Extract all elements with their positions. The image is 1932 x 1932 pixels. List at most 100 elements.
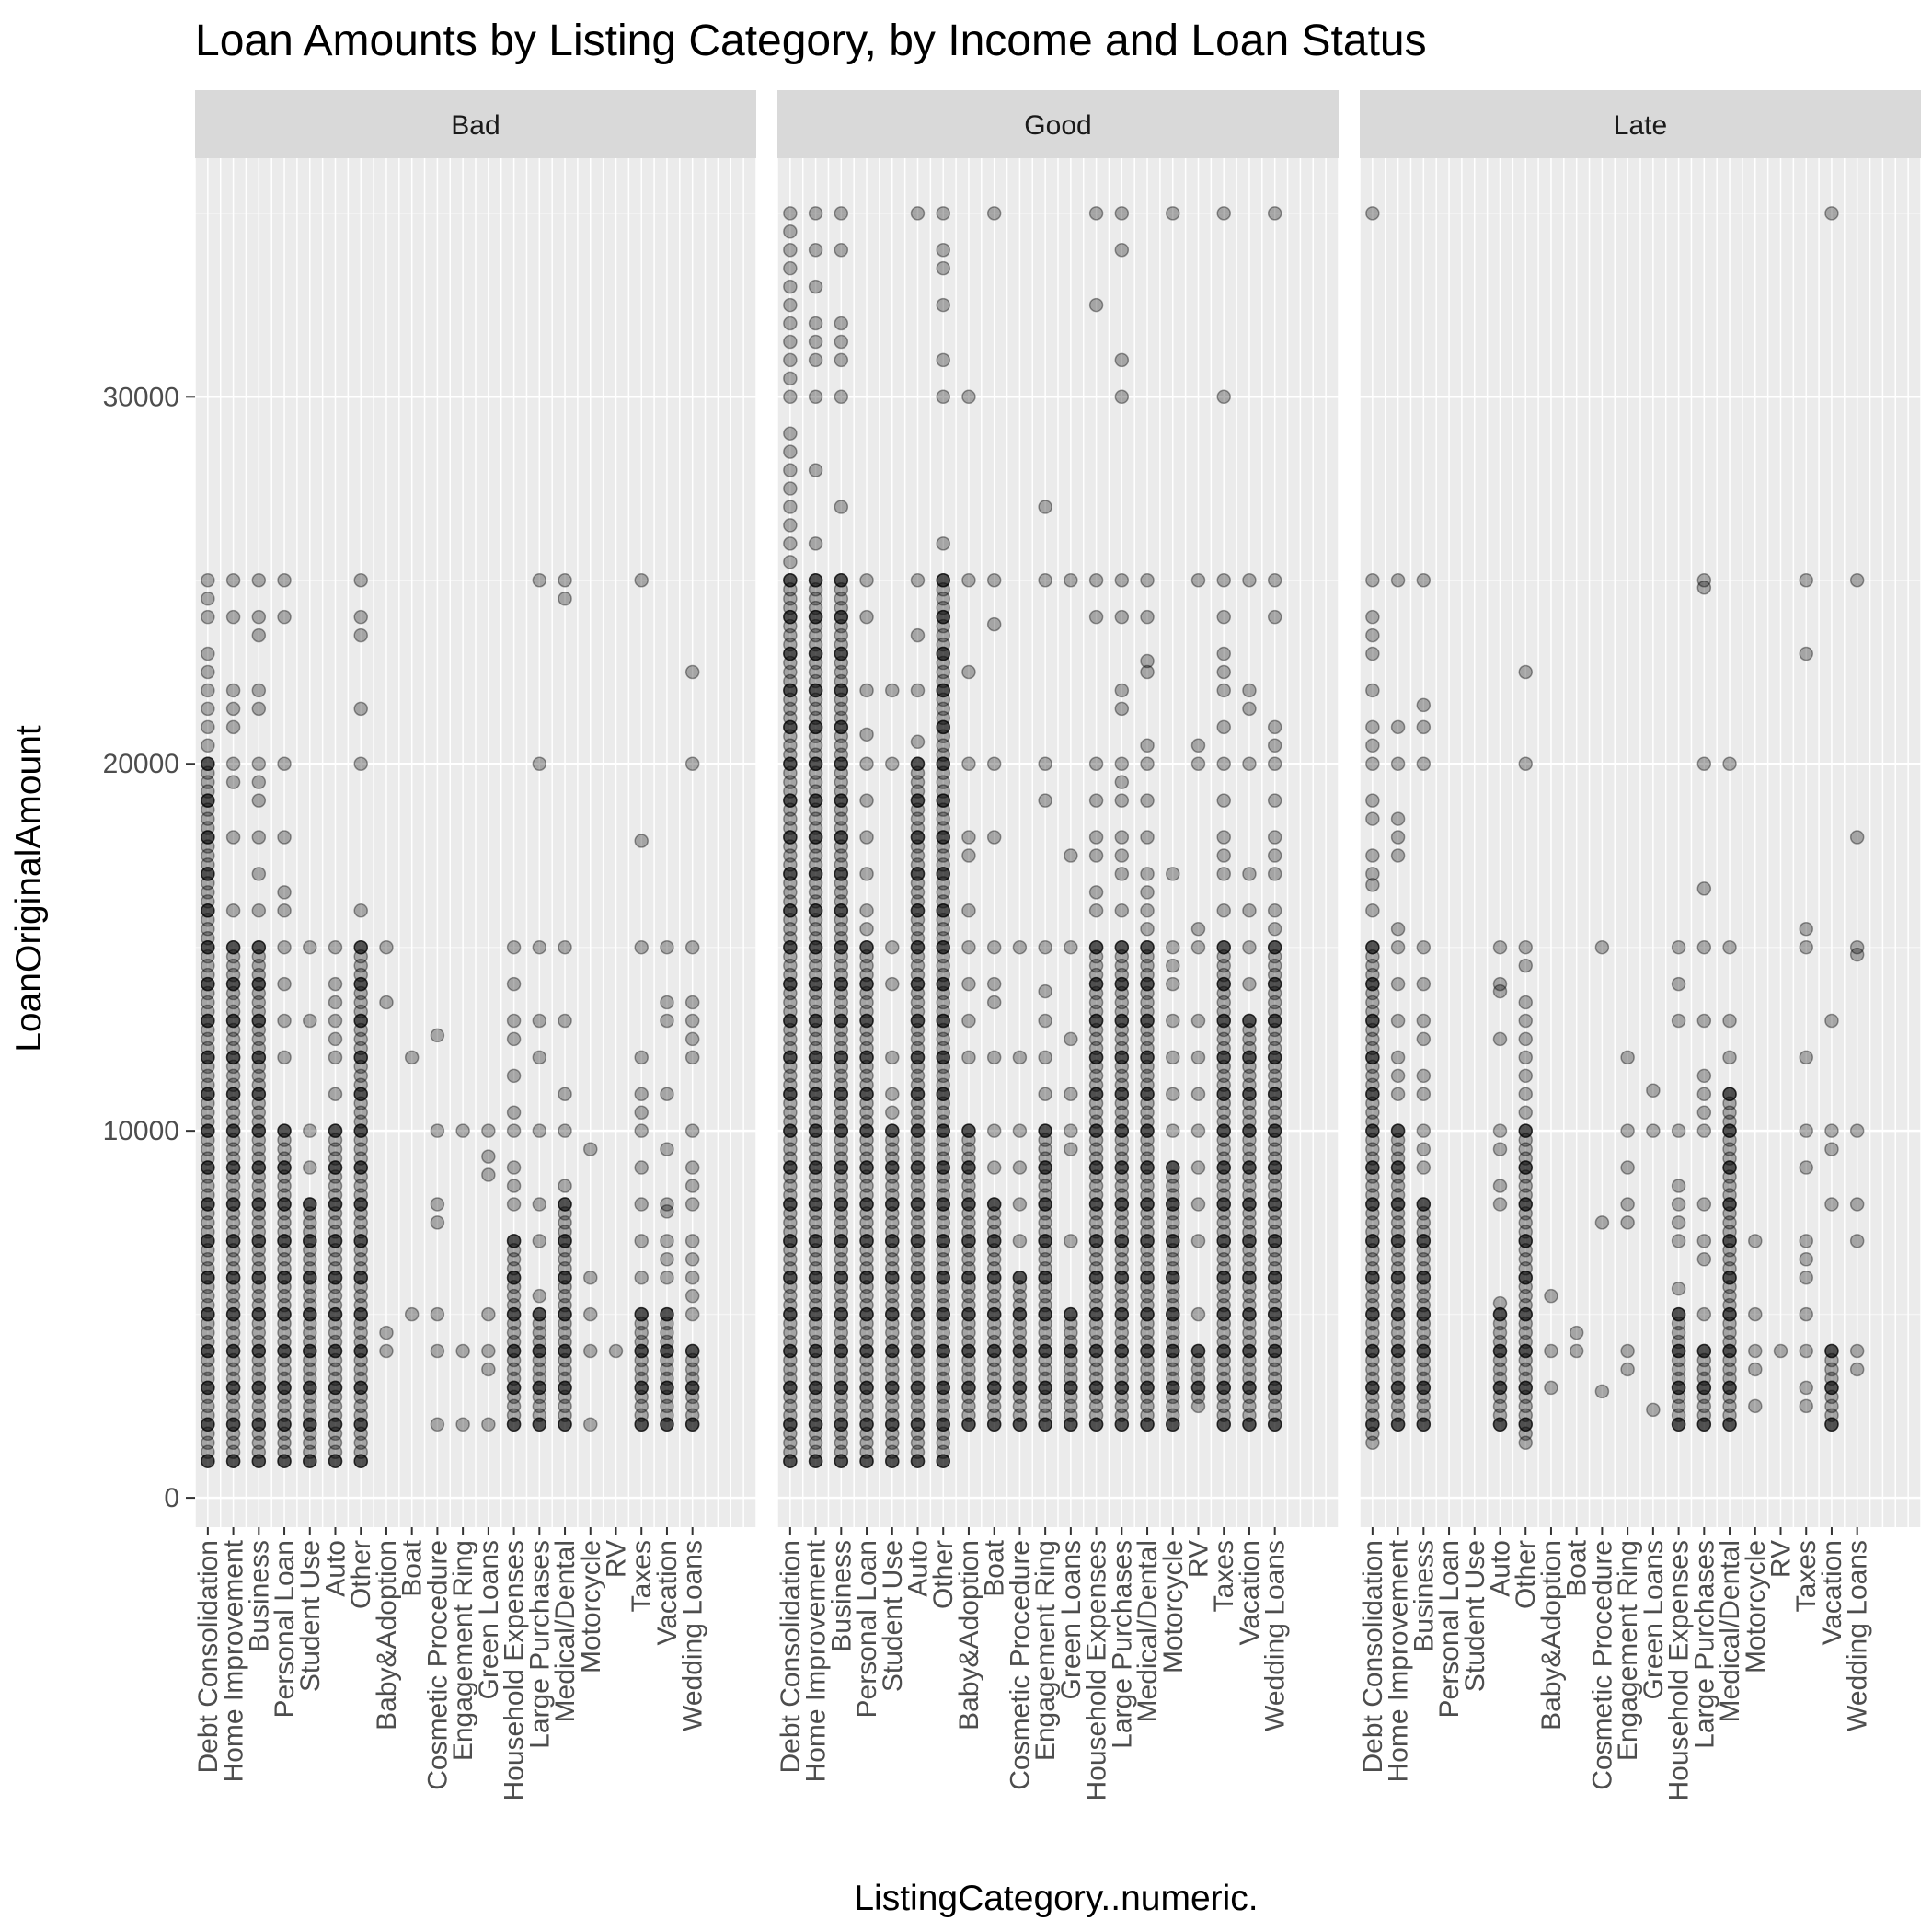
data-point <box>201 830 215 845</box>
data-point <box>660 1343 674 1359</box>
data-point <box>328 1160 343 1175</box>
data-point <box>353 1417 368 1432</box>
data-point <box>859 756 874 771</box>
data-point <box>783 784 798 799</box>
data-point <box>506 1261 522 1276</box>
data-point <box>201 1279 215 1294</box>
x-tick-label: Taxes <box>627 1540 657 1612</box>
data-point <box>225 1087 241 1102</box>
data-point <box>532 1371 547 1386</box>
data-point <box>353 1343 368 1359</box>
data-point <box>783 1380 798 1396</box>
data-point <box>808 1362 823 1377</box>
data-point <box>1267 1417 1282 1432</box>
data-point <box>303 1225 317 1239</box>
data-point <box>558 1380 572 1396</box>
data-point <box>859 683 874 698</box>
data-point <box>225 1362 241 1377</box>
data-point <box>910 793 926 808</box>
data-point <box>558 1206 572 1221</box>
y-tick-label: 20000 <box>103 749 179 779</box>
data-point <box>783 371 798 386</box>
data-point <box>961 903 976 918</box>
data-point <box>1799 1123 1813 1138</box>
data-point <box>225 1050 241 1065</box>
data-point <box>353 1343 368 1359</box>
data-point <box>808 1454 823 1468</box>
data-point <box>660 1306 674 1322</box>
data-point <box>328 1215 343 1230</box>
data-point <box>558 1270 572 1285</box>
data-point <box>1748 1234 1763 1248</box>
data-point <box>1216 1306 1231 1322</box>
data-point <box>1088 1234 1104 1248</box>
data-point <box>303 1417 317 1432</box>
data-point <box>783 1151 798 1166</box>
y-tick-label: 0 <box>164 1483 179 1513</box>
data-point <box>353 1243 368 1258</box>
data-point <box>1267 1160 1282 1175</box>
data-point <box>783 1454 798 1468</box>
data-point <box>1518 939 1533 955</box>
data-point <box>1492 1197 1508 1212</box>
data-point <box>783 1031 798 1047</box>
x-tick-label: Motorcycle <box>1158 1540 1189 1673</box>
data-point <box>1038 1050 1052 1065</box>
data-point <box>1390 1050 1406 1065</box>
data-point <box>1849 939 1865 955</box>
data-point <box>660 1380 674 1396</box>
data-point <box>353 1004 368 1019</box>
data-point <box>808 1270 823 1285</box>
data-point <box>201 1352 215 1368</box>
data-point <box>303 1454 317 1468</box>
data-point <box>1492 1380 1508 1396</box>
data-point <box>936 1343 950 1359</box>
data-point <box>353 1297 368 1313</box>
data-point <box>201 1123 215 1138</box>
data-point <box>684 1160 700 1175</box>
data-point <box>1140 1380 1155 1396</box>
data-point <box>1242 683 1257 698</box>
data-point <box>1190 939 1206 955</box>
data-point <box>684 939 700 955</box>
data-point <box>251 1426 267 1442</box>
data-point <box>328 1123 343 1138</box>
data-point <box>225 1426 241 1442</box>
data-point <box>328 1160 343 1175</box>
data-point <box>303 1306 317 1322</box>
data-point <box>251 1031 267 1047</box>
data-point <box>634 1105 649 1120</box>
data-point <box>783 1022 798 1038</box>
data-point <box>783 747 798 763</box>
data-point <box>660 1316 674 1331</box>
data-point <box>303 1343 317 1359</box>
data-point <box>834 1380 849 1396</box>
data-point <box>684 1270 700 1285</box>
data-point <box>251 976 267 992</box>
data-point <box>783 1087 798 1102</box>
data-point <box>251 949 267 964</box>
data-point <box>251 1316 267 1331</box>
data-point <box>532 756 547 771</box>
data-point <box>1671 1179 1686 1193</box>
data-point <box>859 1306 874 1322</box>
x-tick-label: Motorcycle <box>576 1540 606 1673</box>
data-point <box>684 1417 700 1432</box>
data-point <box>808 793 823 808</box>
data-point <box>783 885 798 900</box>
data-point <box>1064 1142 1078 1156</box>
data-point <box>783 655 798 671</box>
data-point <box>532 1380 547 1396</box>
data-point <box>558 1197 572 1212</box>
data-point <box>277 903 292 918</box>
data-point <box>201 1050 215 1065</box>
x-tick-label: Other <box>346 1540 376 1609</box>
data-point <box>1166 1160 1180 1175</box>
data-point <box>1518 1306 1533 1322</box>
data-point <box>277 1389 292 1405</box>
data-point <box>430 1343 445 1359</box>
data-point <box>936 1123 950 1138</box>
data-point <box>328 1270 343 1285</box>
data-point <box>353 1096 368 1110</box>
